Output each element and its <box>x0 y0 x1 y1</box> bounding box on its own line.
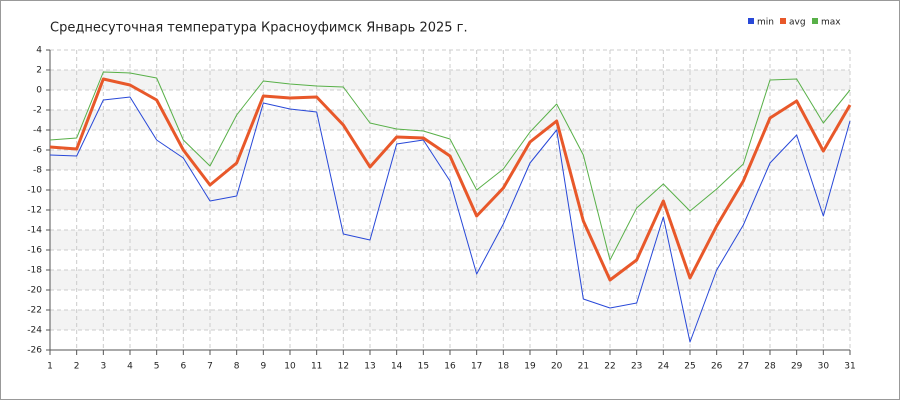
x-tick-label: 14 <box>391 362 403 372</box>
x-tick-label: 16 <box>444 362 456 372</box>
y-tick-label: -12 <box>27 206 42 216</box>
y-tick-label: -4 <box>33 126 42 136</box>
x-tick-label: 29 <box>791 362 803 372</box>
x-tick-label: 23 <box>631 362 642 372</box>
y-tick-label: -18 <box>27 266 42 276</box>
x-tick-label: 2 <box>74 362 80 372</box>
grid-band <box>50 270 850 290</box>
y-tick-label: -22 <box>27 306 42 316</box>
legend-swatch <box>748 18 754 24</box>
x-tick-label: 18 <box>498 362 510 372</box>
chart-title: Среднесуточная температура Красноуфимск … <box>50 21 468 36</box>
x-tick-label: 4 <box>127 362 133 372</box>
y-tick-label: -26 <box>27 346 42 356</box>
x-tick-label: 7 <box>207 362 213 372</box>
x-tick-label: 20 <box>551 362 563 372</box>
x-tick-label: 28 <box>764 362 776 372</box>
legend-label: avg <box>789 18 806 28</box>
x-tick-label: 30 <box>818 362 830 372</box>
y-tick-label: -16 <box>27 246 42 256</box>
x-tick-label: 5 <box>154 362 160 372</box>
legend-swatch <box>812 18 818 24</box>
y-tick-label: -2 <box>33 106 42 116</box>
x-tick-label: 21 <box>578 362 589 372</box>
x-tick-label: 19 <box>524 362 536 372</box>
x-tick-label: 9 <box>260 362 266 372</box>
y-tick-label: -24 <box>27 326 42 336</box>
y-tick-label: 0 <box>36 86 42 96</box>
x-tick-label: 17 <box>471 362 482 372</box>
x-tick-label: 10 <box>284 362 296 372</box>
series-line <box>49 77 852 282</box>
y-tick-label: -10 <box>27 186 42 196</box>
x-tick-label: 22 <box>604 362 615 372</box>
y-tick-label: 2 <box>36 66 42 76</box>
legend-label: max <box>821 18 841 28</box>
x-tick-label: 27 <box>738 362 749 372</box>
y-tick-label: -8 <box>33 166 42 176</box>
series-line <box>49 96 851 343</box>
y-tick-label: -20 <box>27 286 42 296</box>
x-tick-label: 12 <box>338 362 349 372</box>
x-tick-label: 25 <box>684 362 695 372</box>
legend-swatch <box>780 18 786 24</box>
series-line <box>49 71 851 261</box>
y-tick-label: 4 <box>36 46 42 56</box>
x-tick-label: 26 <box>711 362 723 372</box>
x-tick-label: 6 <box>180 362 186 372</box>
x-tick-label: 24 <box>658 362 670 372</box>
x-tick-label: 3 <box>100 362 106 372</box>
x-tick-label: 13 <box>364 362 375 372</box>
x-tick-label: 1 <box>47 362 53 372</box>
legend-label: min <box>757 18 774 28</box>
y-tick-label: -14 <box>27 226 42 236</box>
grid-band <box>50 150 850 170</box>
x-tick-label: 8 <box>234 362 240 372</box>
y-tick-label: -6 <box>33 146 42 156</box>
x-tick-label: 11 <box>311 362 322 372</box>
x-tick-label: 15 <box>418 362 429 372</box>
x-tick-label: 31 <box>844 362 855 372</box>
